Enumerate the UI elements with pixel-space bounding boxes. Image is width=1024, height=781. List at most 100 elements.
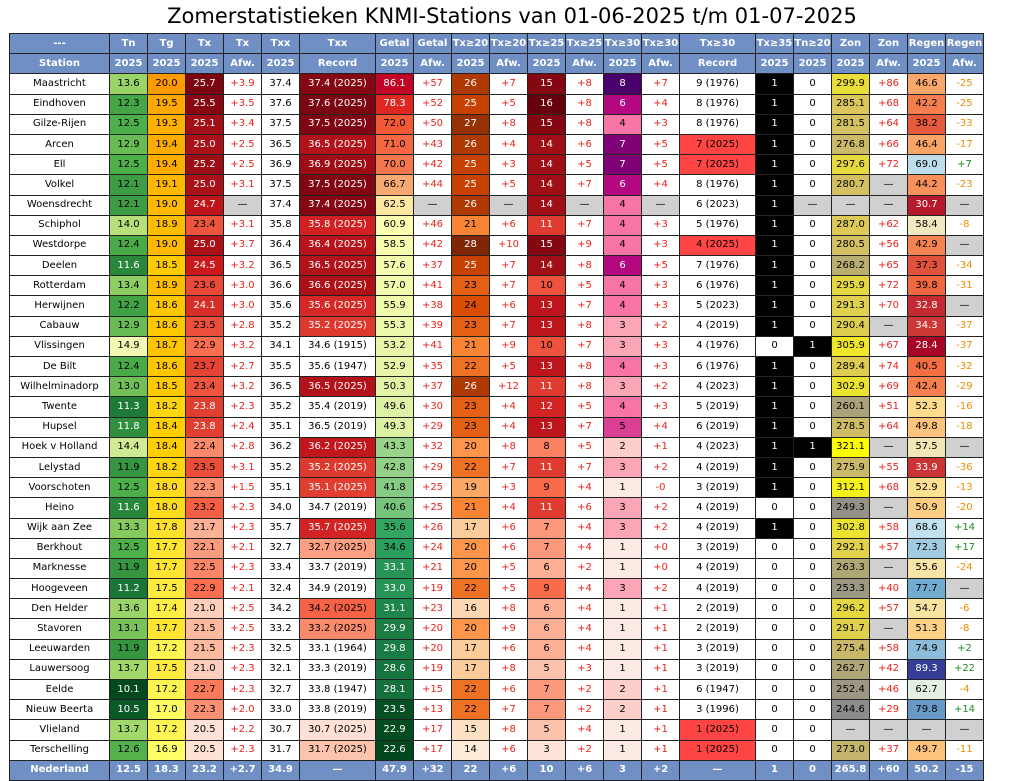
cell-zon-afw: +37	[869, 739, 908, 761]
cell-tx30-record: 3 (1996)	[679, 699, 756, 721]
cell-tx30: 3	[603, 759, 642, 781]
cell-regen-afw: -13	[945, 477, 984, 499]
cell-getal-afw: +38	[413, 295, 452, 317]
cell-tx25: 3	[527, 739, 566, 761]
header-txx-record: Txx	[299, 32, 376, 55]
cell-tx-afw: +3.7	[223, 234, 262, 257]
cell-regen-afw: +14	[945, 699, 984, 721]
cell-tx25-afw: +4	[565, 517, 604, 539]
cell-station: Woensdrecht	[9, 194, 110, 216]
cell-getal-afw: +35	[413, 355, 452, 378]
cell-tx20-afw: +3	[489, 477, 528, 499]
cell-tx35: 0	[755, 618, 794, 640]
cell-txx: 34.9	[261, 759, 300, 781]
cell-tg: 17.0	[147, 699, 186, 721]
cell-tn: 12.1	[109, 194, 148, 216]
cell-station: Hoogeveen	[9, 578, 110, 600]
cell-tx20-afw: +6	[489, 638, 528, 660]
cell-txx: 33.4	[261, 557, 300, 580]
cell-tx20-afw: +6	[489, 678, 528, 701]
cell-tx-afw: +2.7	[223, 355, 262, 378]
cell-tx25: 14	[527, 255, 566, 277]
cell-zon-afw: +74	[869, 355, 908, 378]
cell-tn: 11.9	[109, 557, 148, 580]
cell-tx30-record: 5 (2023)	[679, 295, 756, 317]
cell-tx30: 6	[603, 174, 642, 196]
cell-tx-afw: +3.5	[223, 93, 262, 115]
cell-regen: 57.5	[907, 436, 946, 458]
cell-tx30-record: 4 (2023)	[679, 376, 756, 398]
cell-tx30-record: 1 (2025)	[679, 739, 756, 761]
cell-tx35: 1	[755, 154, 794, 176]
cell-tx25-afw: +6	[565, 497, 604, 519]
cell-tx25: 15	[527, 113, 566, 135]
cell-tx20-afw: +7	[489, 456, 528, 479]
cell-tx30-record: 6 (2019)	[679, 416, 756, 438]
cell-tx30: 2	[603, 678, 642, 701]
cell-tn: 13.1	[109, 618, 148, 640]
cell-tg: 19.0	[147, 194, 186, 216]
cell-txx-record: 37.6 (2025)	[299, 93, 376, 115]
cell-tn20: 0	[793, 214, 832, 236]
cell-tx30: 2	[603, 699, 642, 721]
cell-tx35: 1	[755, 93, 794, 115]
table-row: Herwijnen 12.2 18.6 24.1 +3.0 35.6 35.6 (2025)…	[9, 295, 984, 317]
cell-tx30-afw: +3	[641, 275, 680, 297]
cell-tx20-afw: +5	[489, 578, 528, 600]
cell-txx: 36.4	[261, 234, 300, 257]
cell-tg: 17.4	[147, 598, 186, 620]
cell-tn20: 0	[793, 416, 832, 438]
cell-tx: 22.9	[185, 335, 224, 358]
cell-tn: 11.8	[109, 416, 148, 438]
cell-tx-afw: +2.3	[223, 638, 262, 660]
cell-tx20-afw: +7	[489, 275, 528, 297]
cell-station: Eelde	[9, 678, 110, 701]
cell-tn: 12.4	[109, 355, 148, 378]
cell-tx20-afw: +4	[489, 497, 528, 519]
cell-tx25-afw: +8	[565, 255, 604, 277]
cell-tx30-afw: +3	[641, 335, 680, 358]
cell-tx-afw: +2.5	[223, 598, 262, 620]
cell-txx-record: 35.2 (2025)	[299, 315, 376, 337]
cell-zon-afw: +58	[869, 517, 908, 539]
cell-regen: 37.3	[907, 255, 946, 277]
cell-txx: 35.2	[261, 456, 300, 479]
cell-tx30: 3	[603, 578, 642, 600]
cell-txx-record: 34.7 (2019)	[299, 497, 376, 519]
cell-tx35: 1	[755, 113, 794, 135]
cell-tx25: 6	[527, 638, 566, 660]
cell-tx30: 1	[603, 477, 642, 499]
cell-txx: 34.2	[261, 598, 300, 620]
cell-tx30: 4	[603, 194, 642, 216]
cell-tx25-afw: +5	[565, 436, 604, 458]
cell-tx20: 21	[451, 497, 490, 519]
cell-tx20-afw: +6	[489, 517, 528, 539]
cell-tx30-record: 4 (1976)	[679, 335, 756, 358]
header-tx35: 2025	[755, 53, 794, 75]
cell-tx20: 23	[451, 275, 490, 297]
cell-txx: 32.4	[261, 578, 300, 600]
cell-tx20-afw: +12	[489, 376, 528, 398]
cell-tx: 21.5	[185, 638, 224, 660]
cell-tn20: 0	[793, 557, 832, 580]
cell-tn20: 0	[793, 638, 832, 660]
cell-tx30-afw: +1	[641, 678, 680, 701]
cell-tx25-afw: +8	[565, 73, 604, 95]
cell-tx: 25.0	[185, 133, 224, 156]
cell-getal: 71.0	[375, 133, 414, 156]
table-row: Hoogeveen 11.2 17.5 22.9 +2.1 32.4 34.9 (2019)…	[9, 578, 984, 600]
cell-tx20: 21	[451, 214, 490, 236]
cell-txx: 36.5	[261, 133, 300, 156]
cell-tx: 23.5	[185, 456, 224, 479]
cell-station: Deelen	[9, 255, 110, 277]
cell-tx30: 1	[603, 658, 642, 681]
cell-tx30-afw: +0	[641, 537, 680, 559]
cell-tx20: 23	[451, 416, 490, 438]
cell-zon-afw: +51	[869, 396, 908, 418]
page-title: Zomerstatistieken KNMI-Stations van 01-0…	[167, 4, 857, 28]
cell-tx35: 0	[755, 598, 794, 620]
cell-regen: 52.3	[907, 396, 946, 418]
cell-zon: 291.7	[831, 618, 870, 640]
cell-tx20-afw: +7	[489, 73, 528, 95]
cell-txx: 33.2	[261, 618, 300, 640]
